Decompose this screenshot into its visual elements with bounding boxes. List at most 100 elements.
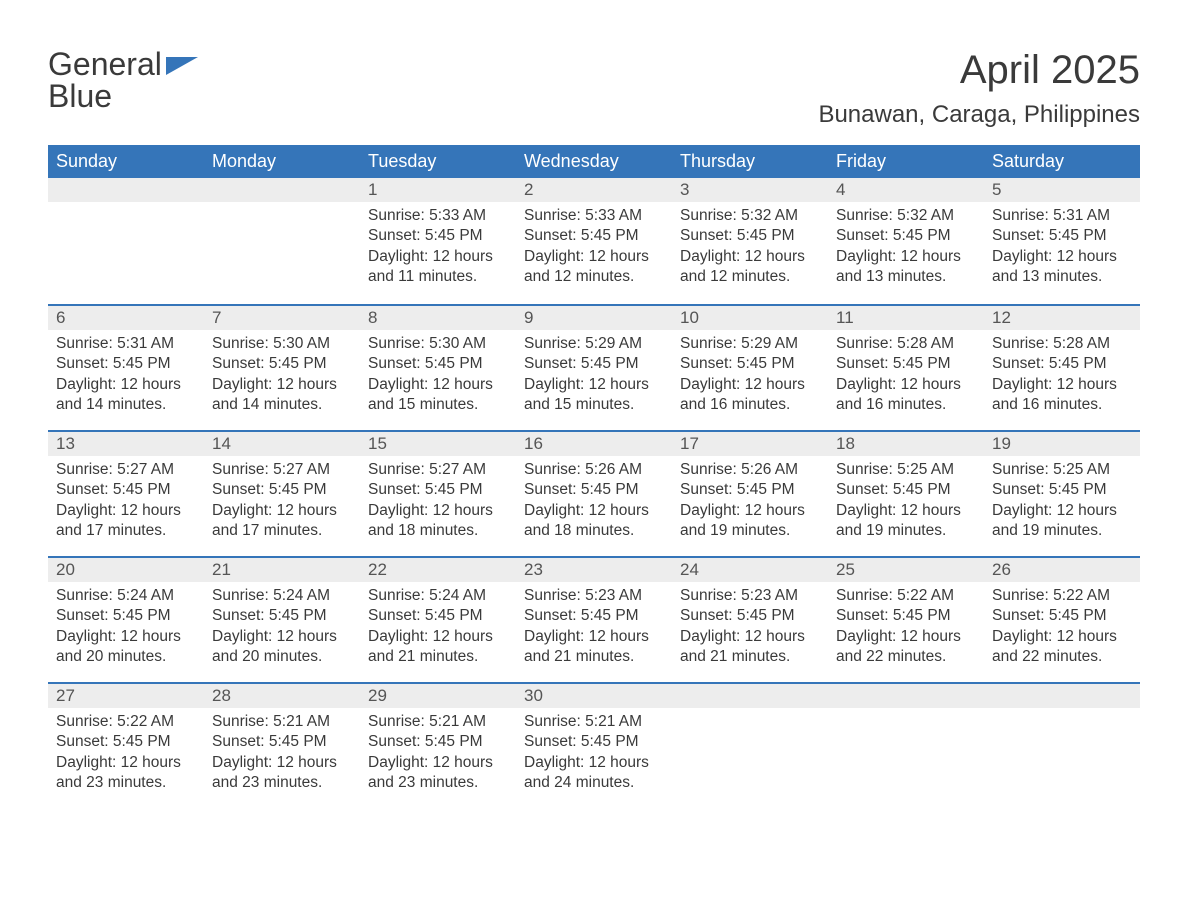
day-details: Sunrise: 5:22 AMSunset: 5:45 PMDaylight:…	[984, 582, 1140, 674]
weekday-header: Sunday	[48, 145, 204, 178]
calendar-cell: 13Sunrise: 5:27 AMSunset: 5:45 PMDayligh…	[48, 430, 204, 556]
calendar-cell: 27Sunrise: 5:22 AMSunset: 5:45 PMDayligh…	[48, 682, 204, 808]
calendar-cell	[48, 178, 204, 304]
calendar-cell: 15Sunrise: 5:27 AMSunset: 5:45 PMDayligh…	[360, 430, 516, 556]
day-details: Sunrise: 5:26 AMSunset: 5:45 PMDaylight:…	[672, 456, 828, 548]
month-title: April 2025	[818, 48, 1140, 93]
day-details: Sunrise: 5:25 AMSunset: 5:45 PMDaylight:…	[828, 456, 984, 548]
calendar-cell: 26Sunrise: 5:22 AMSunset: 5:45 PMDayligh…	[984, 556, 1140, 682]
day-number: 14	[204, 430, 360, 456]
weekday-header: Friday	[828, 145, 984, 178]
calendar-cell: 24Sunrise: 5:23 AMSunset: 5:45 PMDayligh…	[672, 556, 828, 682]
day-details: Sunrise: 5:25 AMSunset: 5:45 PMDaylight:…	[984, 456, 1140, 548]
weekday-header: Monday	[204, 145, 360, 178]
calendar-week-row: 27Sunrise: 5:22 AMSunset: 5:45 PMDayligh…	[48, 682, 1140, 808]
day-number: 30	[516, 682, 672, 708]
day-number: 3	[672, 178, 828, 202]
day-number	[204, 178, 360, 202]
day-number: 20	[48, 556, 204, 582]
calendar-cell	[204, 178, 360, 304]
calendar-cell: 23Sunrise: 5:23 AMSunset: 5:45 PMDayligh…	[516, 556, 672, 682]
calendar-cell: 14Sunrise: 5:27 AMSunset: 5:45 PMDayligh…	[204, 430, 360, 556]
day-details: Sunrise: 5:30 AMSunset: 5:45 PMDaylight:…	[360, 330, 516, 422]
day-details: Sunrise: 5:24 AMSunset: 5:45 PMDaylight:…	[360, 582, 516, 674]
day-details: Sunrise: 5:27 AMSunset: 5:45 PMDaylight:…	[204, 456, 360, 548]
calendar-cell: 19Sunrise: 5:25 AMSunset: 5:45 PMDayligh…	[984, 430, 1140, 556]
day-number: 7	[204, 304, 360, 330]
weekday-header: Tuesday	[360, 145, 516, 178]
day-details: Sunrise: 5:22 AMSunset: 5:45 PMDaylight:…	[48, 708, 204, 800]
calendar-cell: 5Sunrise: 5:31 AMSunset: 5:45 PMDaylight…	[984, 178, 1140, 304]
day-number: 25	[828, 556, 984, 582]
day-number: 28	[204, 682, 360, 708]
day-number: 18	[828, 430, 984, 456]
flag-icon	[166, 48, 198, 80]
day-details: Sunrise: 5:32 AMSunset: 5:45 PMDaylight:…	[828, 202, 984, 294]
calendar-week-row: 6Sunrise: 5:31 AMSunset: 5:45 PMDaylight…	[48, 304, 1140, 430]
day-number: 4	[828, 178, 984, 202]
weekday-header-row: Sunday Monday Tuesday Wednesday Thursday…	[48, 145, 1140, 178]
calendar-cell: 29Sunrise: 5:21 AMSunset: 5:45 PMDayligh…	[360, 682, 516, 808]
calendar-cell: 12Sunrise: 5:28 AMSunset: 5:45 PMDayligh…	[984, 304, 1140, 430]
brand-word1: General	[48, 46, 162, 82]
day-details: Sunrise: 5:33 AMSunset: 5:45 PMDaylight:…	[360, 202, 516, 294]
calendar-cell: 30Sunrise: 5:21 AMSunset: 5:45 PMDayligh…	[516, 682, 672, 808]
calendar-cell	[672, 682, 828, 808]
day-details: Sunrise: 5:22 AMSunset: 5:45 PMDaylight:…	[828, 582, 984, 674]
title-block: April 2025 Bunawan, Caraga, Philippines	[818, 48, 1140, 129]
calendar-week-row: 13Sunrise: 5:27 AMSunset: 5:45 PMDayligh…	[48, 430, 1140, 556]
day-number: 15	[360, 430, 516, 456]
weekday-header: Wednesday	[516, 145, 672, 178]
calendar-week-row: 20Sunrise: 5:24 AMSunset: 5:45 PMDayligh…	[48, 556, 1140, 682]
day-number: 26	[984, 556, 1140, 582]
calendar-cell: 17Sunrise: 5:26 AMSunset: 5:45 PMDayligh…	[672, 430, 828, 556]
day-details: Sunrise: 5:23 AMSunset: 5:45 PMDaylight:…	[516, 582, 672, 674]
calendar-cell: 11Sunrise: 5:28 AMSunset: 5:45 PMDayligh…	[828, 304, 984, 430]
day-number: 8	[360, 304, 516, 330]
day-number	[672, 682, 828, 708]
day-number: 16	[516, 430, 672, 456]
location-subtitle: Bunawan, Caraga, Philippines	[818, 101, 1140, 129]
day-details: Sunrise: 5:31 AMSunset: 5:45 PMDaylight:…	[48, 330, 204, 422]
calendar-cell: 3Sunrise: 5:32 AMSunset: 5:45 PMDaylight…	[672, 178, 828, 304]
calendar-table: Sunday Monday Tuesday Wednesday Thursday…	[48, 145, 1140, 808]
day-number: 13	[48, 430, 204, 456]
calendar-cell: 7Sunrise: 5:30 AMSunset: 5:45 PMDaylight…	[204, 304, 360, 430]
day-number: 24	[672, 556, 828, 582]
day-number: 11	[828, 304, 984, 330]
calendar-cell	[828, 682, 984, 808]
day-details: Sunrise: 5:27 AMSunset: 5:45 PMDaylight:…	[360, 456, 516, 548]
calendar-cell: 28Sunrise: 5:21 AMSunset: 5:45 PMDayligh…	[204, 682, 360, 808]
day-details: Sunrise: 5:27 AMSunset: 5:45 PMDaylight:…	[48, 456, 204, 548]
day-number: 1	[360, 178, 516, 202]
calendar-cell: 18Sunrise: 5:25 AMSunset: 5:45 PMDayligh…	[828, 430, 984, 556]
day-number: 12	[984, 304, 1140, 330]
day-number: 10	[672, 304, 828, 330]
calendar-cell: 8Sunrise: 5:30 AMSunset: 5:45 PMDaylight…	[360, 304, 516, 430]
day-details: Sunrise: 5:24 AMSunset: 5:45 PMDaylight:…	[48, 582, 204, 674]
page-header: General Blue April 2025 Bunawan, Caraga,…	[48, 48, 1140, 129]
calendar-cell: 2Sunrise: 5:33 AMSunset: 5:45 PMDaylight…	[516, 178, 672, 304]
calendar-cell	[984, 682, 1140, 808]
calendar-cell: 21Sunrise: 5:24 AMSunset: 5:45 PMDayligh…	[204, 556, 360, 682]
calendar-cell: 16Sunrise: 5:26 AMSunset: 5:45 PMDayligh…	[516, 430, 672, 556]
day-number: 19	[984, 430, 1140, 456]
day-number: 5	[984, 178, 1140, 202]
day-number: 9	[516, 304, 672, 330]
brand-logo: General Blue	[48, 48, 198, 112]
day-details: Sunrise: 5:30 AMSunset: 5:45 PMDaylight:…	[204, 330, 360, 422]
calendar-cell: 4Sunrise: 5:32 AMSunset: 5:45 PMDaylight…	[828, 178, 984, 304]
calendar-cell: 25Sunrise: 5:22 AMSunset: 5:45 PMDayligh…	[828, 556, 984, 682]
day-number: 6	[48, 304, 204, 330]
day-details: Sunrise: 5:24 AMSunset: 5:45 PMDaylight:…	[204, 582, 360, 674]
day-details: Sunrise: 5:28 AMSunset: 5:45 PMDaylight:…	[984, 330, 1140, 422]
brand-word2: Blue	[48, 80, 198, 112]
calendar-cell: 20Sunrise: 5:24 AMSunset: 5:45 PMDayligh…	[48, 556, 204, 682]
calendar-body: 1Sunrise: 5:33 AMSunset: 5:45 PMDaylight…	[48, 178, 1140, 808]
day-number: 27	[48, 682, 204, 708]
weekday-header: Thursday	[672, 145, 828, 178]
day-number	[828, 682, 984, 708]
day-details: Sunrise: 5:23 AMSunset: 5:45 PMDaylight:…	[672, 582, 828, 674]
calendar-cell: 6Sunrise: 5:31 AMSunset: 5:45 PMDaylight…	[48, 304, 204, 430]
calendar-cell: 1Sunrise: 5:33 AMSunset: 5:45 PMDaylight…	[360, 178, 516, 304]
